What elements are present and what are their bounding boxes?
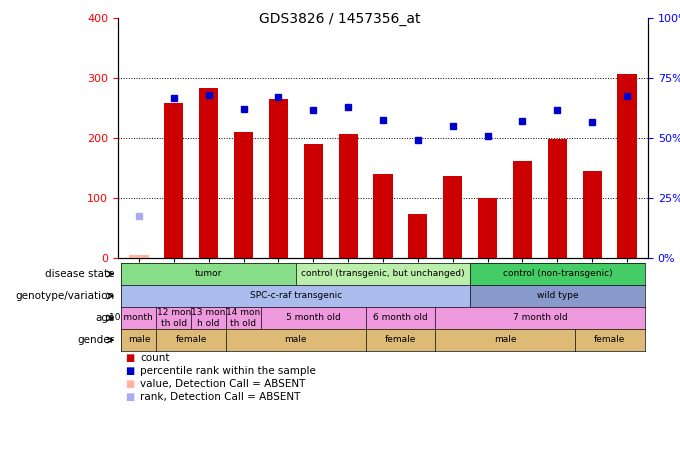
Text: ■: ■: [125, 353, 134, 363]
Text: gender: gender: [78, 335, 115, 345]
Bar: [408, 214, 428, 258]
Text: control (non-transgenic): control (non-transgenic): [503, 270, 612, 279]
Text: 12 mon
th old: 12 mon th old: [156, 308, 191, 328]
Bar: [513, 161, 532, 258]
Text: count: count: [140, 353, 169, 363]
Bar: [583, 171, 602, 258]
Text: SPC-c-raf transgenic: SPC-c-raf transgenic: [250, 292, 342, 301]
Text: value, Detection Call = ABSENT: value, Detection Call = ABSENT: [140, 379, 305, 389]
Text: tumor: tumor: [195, 270, 222, 279]
Text: 10 month old: 10 month old: [109, 313, 169, 322]
Text: percentile rank within the sample: percentile rank within the sample: [140, 366, 316, 376]
Text: 6 month old: 6 month old: [373, 313, 428, 322]
Bar: [617, 74, 636, 258]
Text: ■: ■: [125, 366, 134, 376]
Text: 14 mon
th old: 14 mon th old: [226, 308, 260, 328]
Text: male: male: [284, 336, 307, 345]
Bar: [478, 198, 497, 258]
Text: rank, Detection Call = ABSENT: rank, Detection Call = ABSENT: [140, 392, 301, 402]
Text: 13 mon
h old: 13 mon h old: [192, 308, 226, 328]
Bar: [373, 174, 392, 258]
Bar: [548, 139, 567, 258]
Bar: [443, 176, 462, 258]
Bar: [164, 103, 184, 258]
Bar: [234, 132, 253, 258]
Text: male: male: [494, 336, 516, 345]
Text: GDS3826 / 1457356_at: GDS3826 / 1457356_at: [259, 12, 421, 26]
Bar: [304, 144, 323, 258]
Text: male: male: [128, 336, 150, 345]
Text: control (transgenic, but unchanged): control (transgenic, but unchanged): [301, 270, 465, 279]
Bar: [129, 255, 148, 258]
Text: genotype/variation: genotype/variation: [16, 291, 115, 301]
Text: female: female: [175, 336, 207, 345]
Bar: [339, 134, 358, 258]
Text: female: female: [385, 336, 416, 345]
Text: disease state: disease state: [45, 269, 115, 279]
Text: wild type: wild type: [537, 292, 578, 301]
Text: age: age: [95, 313, 115, 323]
Text: female: female: [594, 336, 626, 345]
Text: 5 month old: 5 month old: [286, 313, 341, 322]
Text: 7 month old: 7 month old: [513, 313, 567, 322]
Text: ■: ■: [125, 379, 134, 389]
Bar: [199, 88, 218, 258]
Text: ■: ■: [125, 392, 134, 402]
Bar: [269, 99, 288, 258]
